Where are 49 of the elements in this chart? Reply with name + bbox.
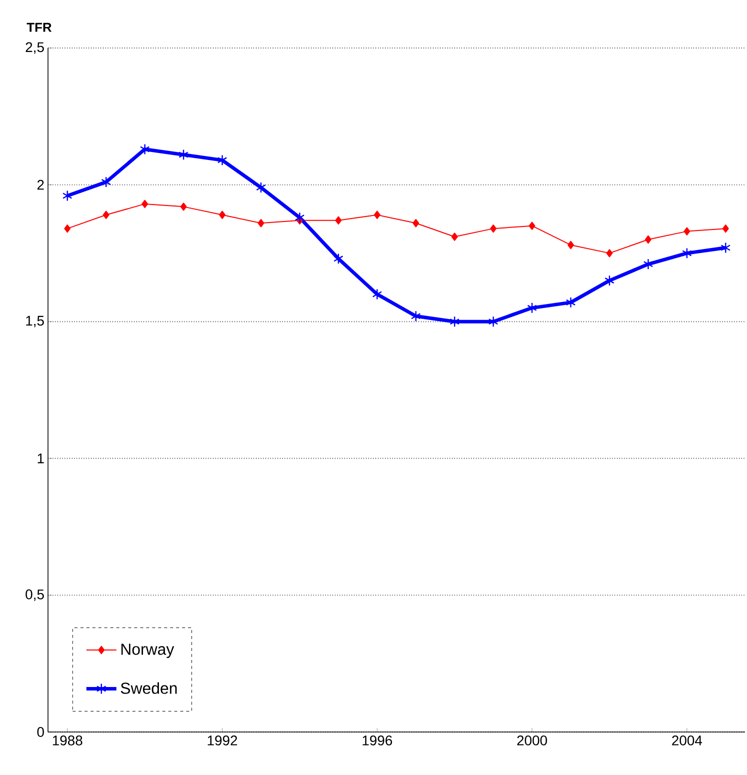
point xyxy=(374,210,380,219)
point xyxy=(101,176,111,188)
point xyxy=(684,227,690,236)
point xyxy=(490,224,497,233)
x-tick-label: 1988 xyxy=(52,736,82,746)
point xyxy=(644,235,652,244)
point xyxy=(334,253,344,264)
point xyxy=(372,288,382,300)
point xyxy=(410,310,421,322)
point xyxy=(178,149,188,160)
point xyxy=(412,219,420,228)
point xyxy=(180,202,187,211)
point xyxy=(64,224,71,233)
x-tick-label: 2000 xyxy=(517,736,548,746)
point xyxy=(682,248,692,259)
y-tick-label: 0,5 xyxy=(26,589,44,601)
x-tick-label: 2004 xyxy=(672,736,702,746)
x-tick-label: 1996 xyxy=(362,736,392,746)
y-axis-title: TFR xyxy=(26,22,52,32)
legend-label: Norway xyxy=(121,644,174,658)
legend-label: Sweden xyxy=(120,682,177,694)
point xyxy=(219,210,226,219)
point xyxy=(527,302,537,314)
y-tick-label: 1,5 xyxy=(26,316,44,328)
point xyxy=(62,190,72,202)
point xyxy=(102,210,110,219)
y-tick-label: 2,5 xyxy=(26,42,44,54)
point xyxy=(720,242,731,254)
x-tick-label: 1992 xyxy=(208,736,238,746)
point xyxy=(335,216,342,224)
point xyxy=(140,144,150,155)
point xyxy=(450,316,460,328)
point xyxy=(142,200,148,208)
point xyxy=(451,232,458,241)
point xyxy=(294,212,305,224)
point xyxy=(256,182,266,194)
y-tick-label: 0 xyxy=(37,727,44,737)
point xyxy=(566,296,576,308)
point xyxy=(258,219,264,228)
point xyxy=(217,154,228,166)
point xyxy=(606,249,613,258)
point xyxy=(604,274,614,286)
point xyxy=(643,258,654,270)
point xyxy=(722,224,729,233)
point xyxy=(568,240,574,250)
y-tick-label: 1 xyxy=(38,454,44,464)
point xyxy=(488,316,498,328)
y-tick-label: 2 xyxy=(37,180,44,190)
point xyxy=(528,222,536,230)
